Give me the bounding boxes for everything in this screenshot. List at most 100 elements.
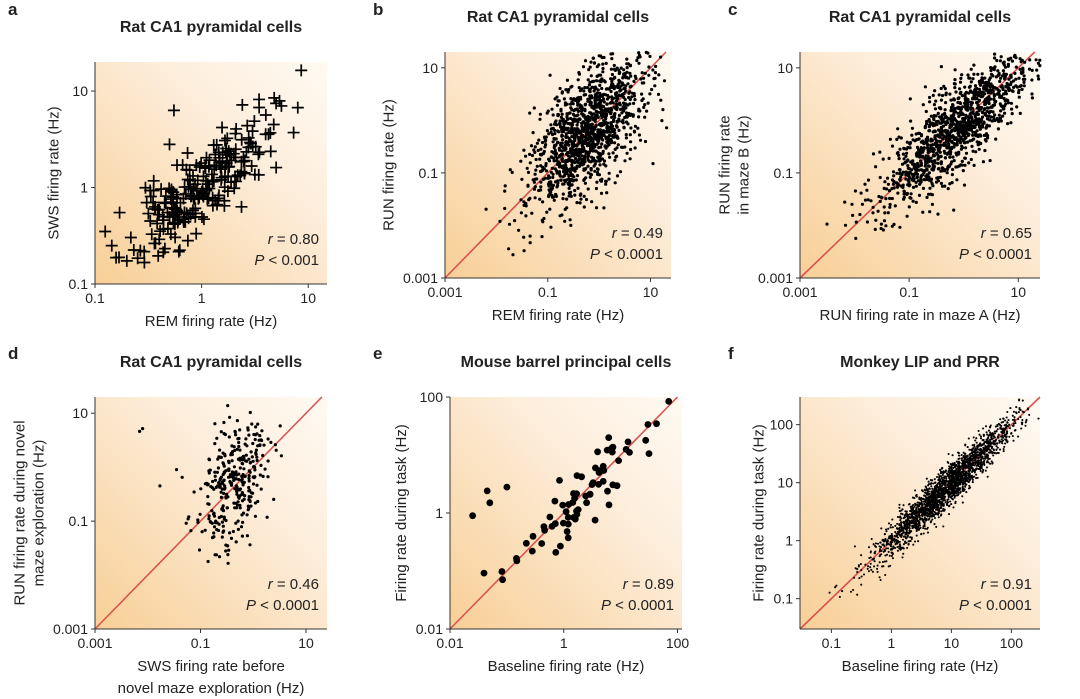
data-point	[883, 560, 886, 563]
data-point	[207, 139, 220, 152]
data-point	[994, 137, 998, 141]
data-point	[603, 130, 607, 134]
data-point	[996, 428, 999, 431]
data-point	[563, 172, 567, 176]
data-point	[919, 174, 923, 178]
data-point	[960, 137, 964, 141]
data-points	[828, 398, 1040, 598]
data-point	[918, 497, 921, 500]
data-point	[584, 102, 588, 106]
data-point	[1020, 58, 1024, 62]
data-point	[981, 160, 986, 164]
data-point	[595, 180, 599, 184]
data-point	[605, 191, 609, 195]
data-point	[958, 87, 962, 91]
data-point	[577, 86, 581, 90]
data-point	[252, 168, 265, 181]
data-point	[950, 108, 954, 112]
data-point	[945, 167, 950, 171]
data-point	[184, 174, 197, 187]
data-point	[591, 104, 596, 108]
data-point	[943, 156, 948, 160]
data-point	[637, 115, 641, 119]
data-point	[941, 509, 944, 512]
data-point	[923, 157, 927, 161]
data-point	[911, 162, 915, 166]
data-point	[989, 82, 993, 86]
data-point	[933, 142, 937, 147]
data-point	[567, 186, 571, 190]
data-point	[919, 140, 924, 144]
data-point	[945, 171, 949, 175]
data-point	[232, 445, 236, 449]
data-point	[613, 482, 621, 490]
data-point	[624, 438, 632, 446]
data-point	[933, 107, 938, 111]
data-point	[263, 467, 267, 471]
data-point	[637, 51, 641, 55]
data-point	[213, 442, 217, 446]
data-point	[206, 495, 210, 499]
data-point	[851, 213, 855, 217]
data-point	[953, 68, 957, 72]
data-point	[147, 174, 160, 187]
data-point	[607, 171, 611, 175]
data-point	[936, 156, 940, 160]
data-point	[926, 527, 929, 530]
data-point	[890, 554, 893, 558]
data-point	[879, 548, 882, 551]
data-point	[920, 533, 923, 536]
data-point	[213, 422, 217, 426]
data-point	[558, 86, 562, 91]
data-point	[236, 437, 240, 441]
data-point	[623, 145, 627, 149]
data-point	[569, 147, 573, 151]
data-point	[936, 212, 940, 216]
data-point	[607, 152, 611, 156]
data-point	[894, 524, 897, 527]
data-point	[569, 97, 573, 101]
data-point	[891, 182, 896, 186]
data-point	[956, 125, 960, 129]
data-point	[966, 454, 969, 457]
data-point	[850, 202, 854, 206]
data-point	[924, 122, 929, 126]
data-point	[550, 183, 554, 187]
data-point	[113, 206, 126, 219]
data-point	[931, 508, 934, 511]
data-point	[238, 466, 242, 470]
data-point	[928, 517, 931, 520]
data-point	[991, 88, 995, 92]
data-point	[879, 541, 882, 544]
data-point	[499, 576, 506, 584]
data-point	[602, 97, 606, 101]
data-point	[266, 475, 270, 479]
data-point	[605, 97, 610, 101]
data-point	[915, 493, 918, 496]
data-point	[939, 65, 944, 69]
data-point	[890, 547, 893, 550]
data-point	[622, 126, 626, 130]
data-point	[590, 200, 594, 204]
data-point	[644, 50, 648, 55]
data-point	[163, 182, 176, 195]
data-point	[857, 564, 860, 567]
data-point	[550, 195, 555, 199]
data-point	[914, 132, 918, 136]
data-point	[215, 171, 228, 184]
data-point	[149, 237, 162, 250]
data-point	[617, 71, 621, 76]
data-point	[915, 145, 920, 149]
data-point	[890, 224, 894, 228]
data-point	[171, 159, 184, 172]
data-point	[600, 116, 604, 120]
data-point	[873, 552, 876, 555]
data-point	[279, 454, 283, 458]
data-point	[897, 168, 902, 172]
data-point	[560, 141, 564, 145]
data-point	[212, 512, 216, 516]
data-point	[522, 148, 526, 152]
data-point	[524, 201, 528, 206]
data-point	[884, 197, 888, 201]
data-point	[988, 457, 991, 460]
